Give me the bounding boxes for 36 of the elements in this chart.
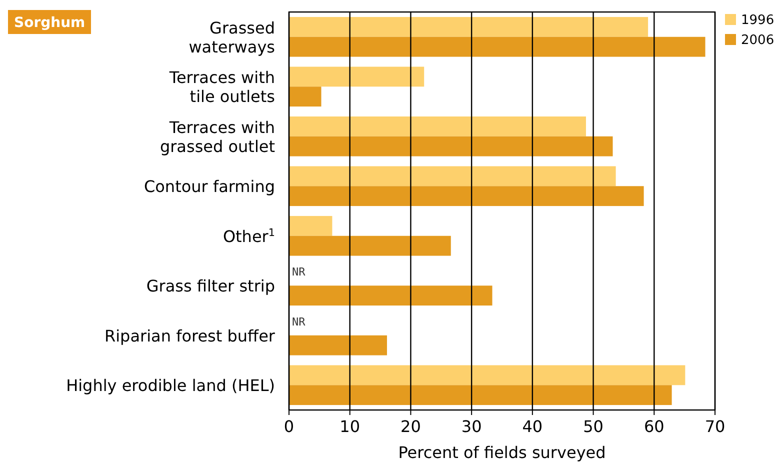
bar [289,116,586,136]
bar [289,16,648,37]
legend-label: 2006 [741,33,774,48]
legend-label: 1996 [741,13,774,28]
x-axis-title: Percent of fields surveyed [398,443,606,462]
bar [289,36,706,57]
y-tick-label: Grass filter strip [146,276,275,296]
y-tick-label: Grassed waterways [188,18,275,56]
x-tick-label: 0 [284,417,294,436]
x-tick-label: 20 [400,417,421,436]
y-tick-label: Contour farming [144,177,275,196]
x-tick-label: 70 [704,417,726,436]
bar [289,236,451,256]
bar [289,136,613,156]
y-tick-label: Riparian forest buffer [104,326,276,346]
bar [289,335,387,356]
bar [289,166,616,186]
bar [289,86,322,107]
y-tick-label: Terraces with tile outlets [168,68,275,106]
bar [289,385,672,406]
x-tick-label: 60 [644,417,664,436]
bar [289,66,424,87]
y-tick-label: Terraces with grassed outlet [160,118,275,156]
x-tick-label: 30 [461,417,482,436]
text: NR [292,266,306,279]
x-tick-label: 40 [522,417,543,436]
bar [289,186,644,206]
x-tick-label: 10 [340,417,360,436]
bar [289,365,686,386]
bar [289,216,332,236]
text: NR [292,315,306,328]
text: Sorghum [14,15,86,31]
y-tick-label: Other$^{1}$ [222,226,275,246]
x-tick-label: 50 [583,417,604,436]
y-tick-label: Highly erodible land (HEL) [66,376,275,396]
bar [289,286,492,306]
